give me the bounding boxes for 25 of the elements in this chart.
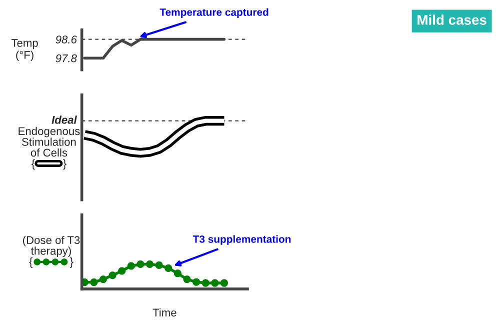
y-tick-label: 97.8 xyxy=(56,54,77,62)
y-axis-title: (Dose of T3 therapy) { } xyxy=(23,236,80,268)
point xyxy=(146,260,154,268)
point xyxy=(174,270,182,278)
point xyxy=(136,260,144,268)
text: T3 supplementation xyxy=(192,235,291,245)
y-tick-label: 98.6 xyxy=(56,36,77,44)
point xyxy=(220,279,228,287)
point xyxy=(99,275,108,284)
x-axis-title: Time xyxy=(152,308,176,317)
point xyxy=(202,279,210,287)
ref-line-label: Ideal xyxy=(52,116,78,124)
point xyxy=(108,272,116,280)
point xyxy=(183,275,191,284)
point xyxy=(90,278,98,286)
point xyxy=(118,267,126,275)
text: Temperature captured xyxy=(160,8,268,18)
y-axis-title: Endogenous Stimulation of Cells { } xyxy=(18,126,80,170)
point xyxy=(164,264,172,272)
point xyxy=(211,279,219,287)
point xyxy=(127,262,135,270)
point xyxy=(155,261,163,270)
y-axis-title: Temp (°F) xyxy=(11,39,38,62)
text: Mild cases xyxy=(418,14,486,25)
point xyxy=(192,278,200,286)
